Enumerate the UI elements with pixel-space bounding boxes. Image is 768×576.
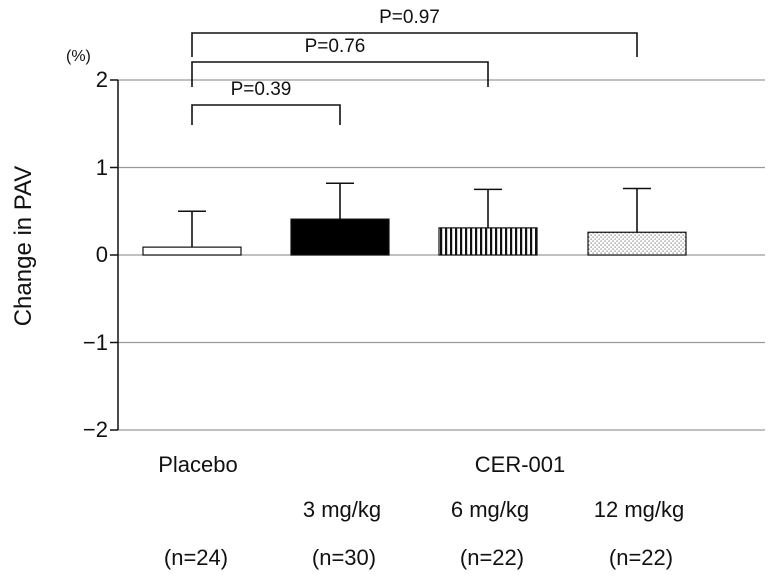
error-bars <box>178 182 651 248</box>
n-label-0: (n=24) <box>163 545 229 570</box>
comparison-brackets <box>191 32 638 125</box>
y-tick-label-3: −1 <box>82 329 108 355</box>
category-label-0: Placebo <box>158 452 238 477</box>
y-unit-label: (%) <box>66 48 91 65</box>
bars <box>142 218 687 256</box>
y-tick-label-0: 2 <box>95 67 108 92</box>
dose-label-1: 3 mg/kg <box>302 497 382 522</box>
comparison-p-value-0: P=0.39 <box>230 79 292 100</box>
bar-0 <box>142 246 242 256</box>
n-label-3: (n=22) <box>608 545 674 570</box>
bar-3 <box>587 231 687 256</box>
y-tick-label-2: 0 <box>95 242 108 267</box>
comparison-p-value-2: P=0.97 <box>379 7 440 28</box>
comparison-bracket-2 <box>191 32 638 57</box>
comparison-bracket-0 <box>191 104 341 125</box>
comparison-p-value-1: P=0.76 <box>304 36 366 57</box>
group-label-cer001: CER-001 <box>474 452 566 477</box>
n-label-2: (n=22) <box>459 545 525 570</box>
dose-label-3: 12 mg/kg <box>593 497 685 522</box>
y-axis-label: Change in PAV <box>10 165 37 327</box>
dose-label-2: 6 mg/kg <box>450 497 530 522</box>
bar-2 <box>438 227 538 256</box>
y-tick-label-1: 1 <box>95 154 108 180</box>
n-label-1: (n=30) <box>311 545 377 570</box>
bar-1 <box>290 218 390 256</box>
y-tick-label-4: −2 <box>82 417 108 442</box>
comparison-bracket-1 <box>191 61 489 87</box>
